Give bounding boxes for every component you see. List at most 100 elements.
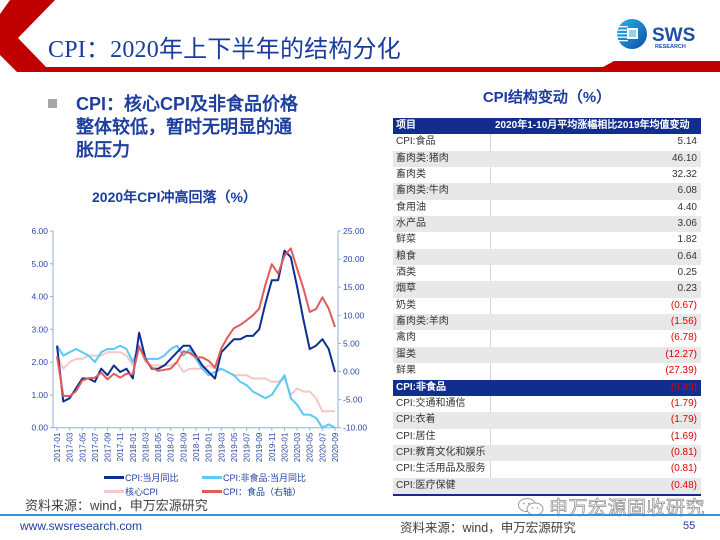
bullet-line: 胀压力: [76, 140, 130, 160]
row-value: (1.56): [670, 316, 697, 328]
table-row: 食用油 4.40: [393, 199, 701, 217]
bullet-line: CPI：核心CPI及非食品价格: [76, 94, 299, 114]
table-row: 畜肉类:羊肉 (1.56): [393, 314, 701, 331]
row-item: CPI:生活用品及服务: [393, 461, 491, 478]
row-value: 32.32: [671, 169, 697, 181]
row-value: (0.81): [670, 446, 697, 458]
legend-item-nonfood: CPI:非食品:当月同比: [202, 471, 306, 483]
row-value: (27.39): [665, 365, 697, 377]
legend-label: 核心CPI: [125, 486, 159, 497]
table-row: 酒类 0.25: [393, 265, 701, 282]
footer-website-link[interactable]: www.swsresearch.com: [20, 519, 143, 533]
row-value: 3.06: [677, 218, 697, 230]
table-row: 畜肉类 32.32: [393, 167, 701, 184]
x-tick-label: 2018-01: [129, 432, 138, 462]
row-value: 1.82: [677, 234, 697, 246]
watermark-text: 申万宏源固收研究: [549, 498, 706, 520]
table-row: CPI:衣着 (1.79): [393, 412, 701, 429]
legend-swatch: [104, 475, 124, 479]
x-tick-label: 2019-03: [217, 432, 226, 462]
x-tick-label: 2020-03: [293, 432, 302, 462]
row-value: 6.08: [677, 185, 697, 197]
y-left-tick-label: 3.00: [31, 324, 48, 334]
row-item: CPI:交通和通信: [393, 395, 491, 413]
y-left-tick-label: 5.00: [31, 259, 48, 269]
row-value: (6.78): [670, 332, 697, 344]
x-tick-label: 2018-09: [179, 432, 188, 462]
legend-swatch: [202, 489, 222, 493]
row-item: 蛋类: [396, 348, 416, 360]
cpi-structure-table: 项目 2020年1-10月平均涨幅相比2019年均值变动 CPI:食品 5.14 …: [393, 118, 701, 496]
x-tick-label: 2017-01: [53, 432, 62, 462]
row-item: 粮食: [396, 250, 416, 262]
series-line-cpi-yoy: [56, 249, 336, 403]
row-value: 0.64: [677, 250, 697, 262]
row-item: CPI:衣着: [396, 414, 436, 426]
row-item: 酒类: [393, 265, 491, 282]
y-right-tick-label: 0.00: [343, 367, 360, 377]
header-banner-shape: [0, 0, 720, 72]
y-right-tick-label: -5.00: [343, 395, 363, 405]
x-tick-label: 2019-09: [255, 432, 264, 462]
x-tick-label: 2020-01: [280, 432, 289, 462]
table-row: 水产品 3.06: [393, 216, 701, 233]
table-row: 鲜菜 1.82: [393, 232, 701, 249]
legend-swatch: [104, 489, 124, 493]
x-tick-label: 2017-03: [66, 432, 75, 462]
row-item: 烟草: [396, 283, 416, 295]
y-left-tick-label: 6.00: [31, 226, 48, 236]
table-row: 畜肉类:牛肉 6.08: [393, 183, 701, 200]
x-tick-label: 2018-11: [192, 432, 201, 461]
x-tick-label: 2020-07: [318, 432, 327, 462]
row-value: (0.48): [670, 479, 697, 491]
logo-sub: RESEARCH: [655, 44, 686, 50]
bullet-square-icon: [48, 99, 57, 108]
x-tick-label: 2017-11: [116, 432, 125, 461]
table-header-row: 项目 2020年1-10月平均涨幅相比2019年均值变动: [393, 118, 701, 135]
row-value: (1.79): [670, 397, 697, 409]
table-title: CPI结构变动（%）: [482, 89, 612, 106]
page-number: 55: [683, 520, 696, 532]
row-item: 食用油: [393, 199, 491, 217]
series-line-food-right-axis: [56, 247, 336, 398]
chart-title: 2020年CPI冲高回落（%）: [92, 189, 257, 205]
table-row: CPI:教育文化和娱乐 (0.81): [393, 444, 701, 462]
y-left-tick-label: 2.00: [31, 357, 48, 367]
x-tick-label: 2020-05: [306, 432, 315, 462]
x-tick-label: 2017-07: [91, 432, 100, 462]
x-tick-label: 2019-05: [230, 432, 239, 462]
row-value: 5.14: [677, 136, 697, 148]
bullet-line: 整体较低，暂时无明显的通: [76, 117, 292, 137]
table-row: 烟草 0.23: [393, 281, 701, 298]
x-tick-label: 2018-05: [154, 432, 163, 462]
x-tick-label: 2017-09: [104, 432, 113, 462]
legend-swatch: [202, 475, 222, 479]
row-item: 畜肉类:羊肉: [396, 316, 449, 328]
y-right-tick-label: 20.00: [343, 254, 365, 264]
table-row: 蛋类 (12.27): [393, 346, 701, 364]
x-tick-label: 2018-03: [141, 432, 150, 462]
row-item: 畜肉类:牛肉: [396, 185, 449, 197]
y-right-tick-label: -10.00: [343, 423, 367, 433]
table-row: 鲜果 (27.39): [393, 363, 701, 380]
chart-series: [56, 247, 336, 429]
y-left-tick-label: 4.00: [31, 292, 48, 302]
x-tick-label: 2020-09: [331, 432, 340, 462]
table-row: CPI:居住 (1.69): [393, 428, 701, 445]
table-row: CPI:食品 5.14: [393, 134, 701, 151]
sws-logo: SWS RESEARCH: [617, 19, 695, 50]
y-right-tick-label: 25.00: [343, 226, 365, 236]
table-row: 禽肉 (6.78): [393, 330, 701, 347]
row-item: CPI:居住: [393, 428, 491, 445]
cpi-line-chart: 0.00 1.00 2.00 3.00 4.00 5.00 6.00 -10.00 -5.00 0…: [31, 226, 367, 462]
row-value: (0.81): [670, 463, 697, 475]
legend-label: CPI：食品（右轴）: [223, 486, 302, 497]
table-section-row-nonfood: CPI:非食品 (0.89): [393, 379, 701, 396]
x-tick-label: 2018-07: [167, 432, 176, 462]
series-line-nonfood-yoy: [56, 344, 336, 429]
x-tick-label: 2017-05: [78, 432, 87, 462]
y-left-tick-label: 1.00: [31, 390, 48, 400]
y-right-tick-label: 15.00: [343, 282, 365, 292]
logo-name: SWS: [652, 25, 695, 46]
table-row: 奶类 (0.67): [393, 297, 701, 315]
